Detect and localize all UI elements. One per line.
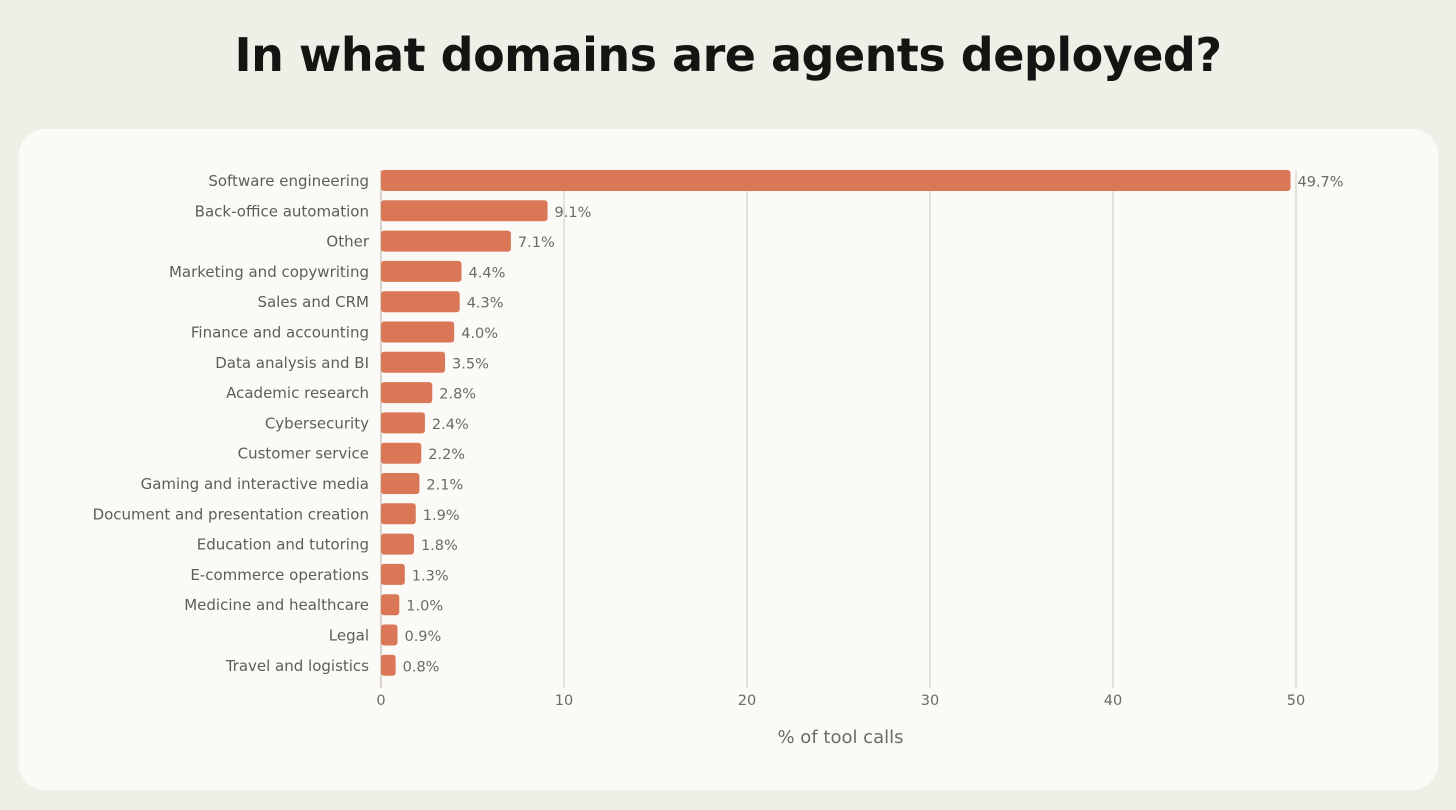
chart-card: Software engineering Back-office automati… <box>19 129 1438 790</box>
value-label: 4.4% <box>469 265 506 281</box>
bar <box>381 594 400 616</box>
value-label: 1.8% <box>421 538 458 554</box>
bar <box>381 473 420 494</box>
bar <box>381 412 425 434</box>
value-label: 2.4% <box>432 417 469 433</box>
value-label: 4.0% <box>461 326 498 342</box>
category-label: Software engineering <box>208 172 369 190</box>
value-label: 2.2% <box>428 447 465 463</box>
bar <box>381 533 414 555</box>
value-label: 49.7% <box>1298 175 1344 191</box>
category-label: Data analysis and BI <box>215 354 369 372</box>
x-tick-label: 50 <box>1287 693 1305 709</box>
bar <box>381 382 433 404</box>
x-tick-label: 40 <box>1104 693 1122 709</box>
category-label: Medicine and healthcare <box>184 596 369 614</box>
value-label: 2.8% <box>439 387 476 403</box>
bar <box>381 351 446 373</box>
value-label: 3.5% <box>452 356 489 372</box>
bars <box>381 170 1291 676</box>
category-label: Academic research <box>226 384 369 402</box>
bar <box>381 442 422 464</box>
bar <box>381 503 416 525</box>
x-tick-label: 0 <box>376 693 385 709</box>
bar <box>381 291 460 313</box>
value-label: 7.1% <box>518 235 555 251</box>
bar <box>381 170 1291 191</box>
category-label: Education and tutoring <box>197 536 369 554</box>
x-axis-title: % of tool calls <box>777 727 903 748</box>
value-label: 0.9% <box>404 629 441 645</box>
value-label: 2.1% <box>426 478 463 494</box>
bar <box>381 654 396 676</box>
value-label: 1.9% <box>423 508 460 524</box>
category-label: E-commerce operations <box>190 566 369 584</box>
category-label: Travel and logistics <box>225 657 369 675</box>
category-label: Gaming and interactive media <box>141 475 369 493</box>
bar <box>381 260 462 282</box>
value-label: 4.3% <box>467 296 504 312</box>
value-label: 9.1% <box>555 205 592 221</box>
bar <box>381 563 405 585</box>
category-label: Finance and accounting <box>191 324 369 342</box>
category-labels: Software engineering Back-office automati… <box>93 172 370 675</box>
category-label: Back-office automation <box>195 202 369 220</box>
category-label: Legal <box>329 627 369 645</box>
category-label: Cybersecurity <box>265 414 369 432</box>
bar <box>381 624 398 646</box>
category-label: Document and presentation creation <box>93 505 369 523</box>
x-tick-label: 10 <box>555 693 573 709</box>
x-tick-labels: 0 10 20 30 40 50 <box>376 693 1305 709</box>
chart-title: In what domains are agents deployed? <box>234 28 1222 82</box>
category-label: Customer service <box>238 445 369 463</box>
value-label: 0.8% <box>403 659 440 675</box>
category-label: Other <box>326 233 369 251</box>
x-tick-label: 30 <box>921 693 939 709</box>
bar <box>381 230 511 252</box>
category-label: Sales and CRM <box>257 293 369 311</box>
bar-chart: Software engineering Back-office automati… <box>93 170 1344 748</box>
value-label: 1.3% <box>412 568 449 584</box>
value-label: 1.0% <box>406 599 443 615</box>
bar <box>381 200 548 222</box>
x-tick-label: 20 <box>738 693 756 709</box>
category-label: Marketing and copywriting <box>169 263 369 281</box>
value-labels: 49.7% 9.1%7.1% 4.4% 4.3% 4.0% 3.5% 2.8% 2.4% 2.2… <box>403 175 1344 676</box>
bar <box>381 321 455 343</box>
